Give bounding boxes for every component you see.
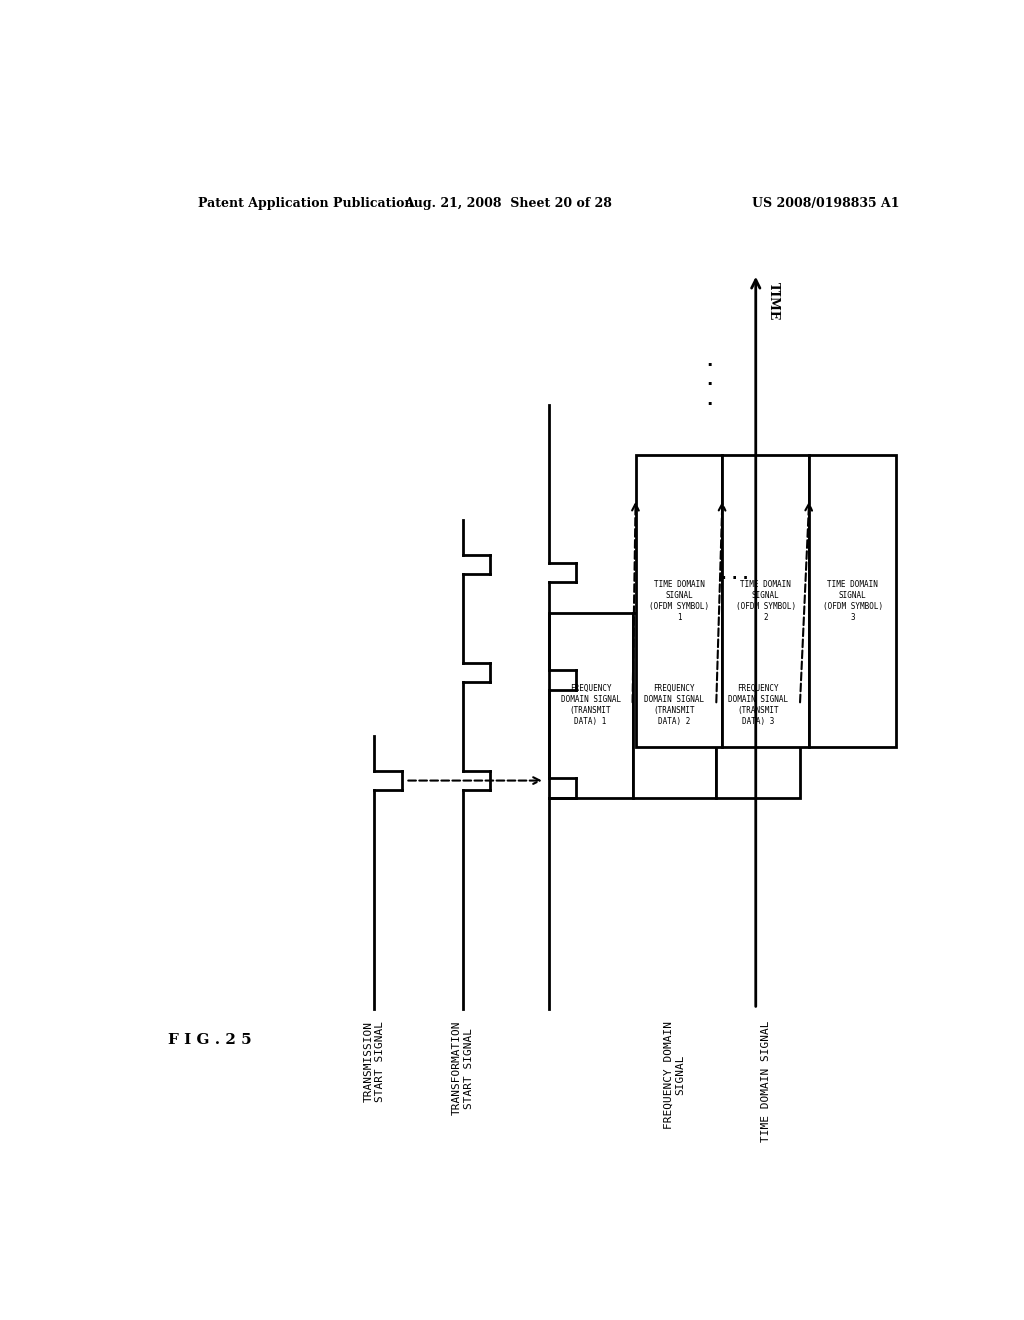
Bar	[549, 612, 633, 797]
Text: TIME DOMAIN
SIGNAL
(OFDM SYMBOL)
1: TIME DOMAIN SIGNAL (OFDM SYMBOL) 1	[649, 579, 709, 622]
Text: FREQUENCY DOMAIN
SIGNAL: FREQUENCY DOMAIN SIGNAL	[664, 1020, 685, 1129]
Text: FREQUENCY
DOMAIN SIGNAL
(TRANSMIT
DATA) 1: FREQUENCY DOMAIN SIGNAL (TRANSMIT DATA) …	[560, 684, 621, 726]
Text: .: .	[707, 391, 713, 409]
Text: TIME DOMAIN SIGNAL: TIME DOMAIN SIGNAL	[761, 1020, 771, 1142]
Text: TIME: TIME	[767, 281, 780, 319]
Text: Aug. 21, 2008  Sheet 20 of 28: Aug. 21, 2008 Sheet 20 of 28	[403, 197, 611, 210]
Bar	[633, 612, 716, 797]
Text: TRANSFORMATION
START SIGNAL: TRANSFORMATION START SIGNAL	[452, 1020, 473, 1115]
Text: TRANSMISSION
START SIGNAL: TRANSMISSION START SIGNAL	[364, 1020, 385, 1102]
Bar	[809, 455, 896, 747]
Bar	[722, 455, 809, 747]
Bar	[636, 455, 722, 747]
Text: TIME DOMAIN
SIGNAL
(OFDM SYMBOL)
3: TIME DOMAIN SIGNAL (OFDM SYMBOL) 3	[822, 579, 883, 622]
Text: . . .: . . .	[721, 566, 749, 582]
Text: US 2008/0198835 A1: US 2008/0198835 A1	[752, 197, 899, 210]
Text: FREQUENCY
DOMAIN SIGNAL
(TRANSMIT
DATA) 2: FREQUENCY DOMAIN SIGNAL (TRANSMIT DATA) …	[644, 684, 705, 726]
Text: .: .	[707, 352, 713, 370]
Text: F I G . 2 5: F I G . 2 5	[168, 1034, 252, 1047]
Bar	[716, 612, 800, 797]
Text: FREQUENCY
DOMAIN SIGNAL
(TRANSMIT
DATA) 3: FREQUENCY DOMAIN SIGNAL (TRANSMIT DATA) …	[728, 684, 788, 726]
Text: TIME DOMAIN
SIGNAL
(OFDM SYMBOL)
2: TIME DOMAIN SIGNAL (OFDM SYMBOL) 2	[736, 579, 796, 622]
Text: .: .	[707, 371, 713, 389]
Text: Patent Application Publication: Patent Application Publication	[198, 197, 414, 210]
